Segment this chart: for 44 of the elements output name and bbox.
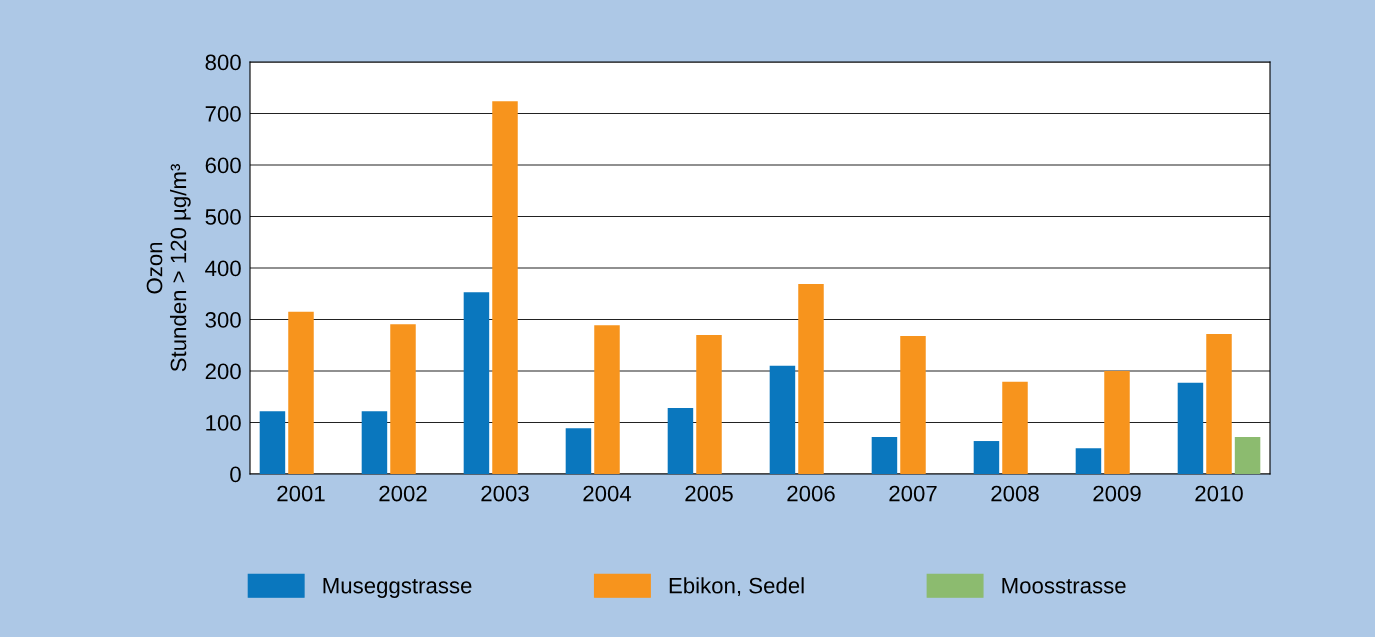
bar	[1177, 382, 1204, 474]
bar	[259, 411, 286, 474]
x-tick-label: 2007	[889, 485, 937, 502]
x-tick-label: 2010	[1195, 485, 1243, 502]
bar	[463, 292, 490, 474]
x-tick-label: 2003	[481, 485, 529, 502]
bar	[1075, 448, 1102, 474]
y-tick-label: 300	[205, 312, 241, 328]
bar	[288, 311, 314, 474]
y-tick-label: 800	[205, 54, 241, 71]
legend-label: Ebikon, Sedel	[669, 577, 804, 597]
y-tick-label: 400	[205, 260, 241, 277]
x-tick-label: 2006	[787, 485, 835, 502]
x-tick-label: 2008	[991, 485, 1039, 502]
x-tick-label: 2009	[1093, 485, 1141, 502]
y-axis-title: Ozon Stunden > 120 µg/m³	[146, 164, 191, 372]
bar	[390, 324, 416, 474]
y-tick-label: 600	[205, 157, 241, 174]
x-tick-label: 2004	[583, 485, 632, 502]
bar	[1002, 381, 1028, 474]
legend-label: Museggstrasse	[323, 577, 472, 598]
y-tick-label: 700	[205, 106, 241, 122]
bar	[900, 335, 926, 474]
bar	[1206, 333, 1232, 474]
bar	[973, 441, 1000, 474]
legend-label: Moosstrasse	[1002, 577, 1126, 594]
x-tick-label: 2005	[685, 485, 733, 502]
bar	[667, 408, 694, 474]
y-tick-label: 0	[230, 466, 241, 483]
bar	[594, 325, 620, 474]
bar	[798, 283, 824, 474]
bar	[1234, 436, 1261, 474]
bar	[696, 334, 722, 474]
bar	[361, 411, 388, 474]
bar	[565, 428, 592, 474]
bar	[871, 436, 898, 474]
bar	[1104, 371, 1130, 474]
y-tick-label: 500	[205, 209, 241, 225]
bar	[769, 365, 796, 474]
x-tick-label: 2002	[379, 485, 427, 502]
x-tick-label: 2001	[277, 485, 325, 502]
bar	[492, 101, 518, 474]
y-tick-label: 100	[206, 415, 241, 431]
y-tick-label: 200	[205, 363, 241, 380]
